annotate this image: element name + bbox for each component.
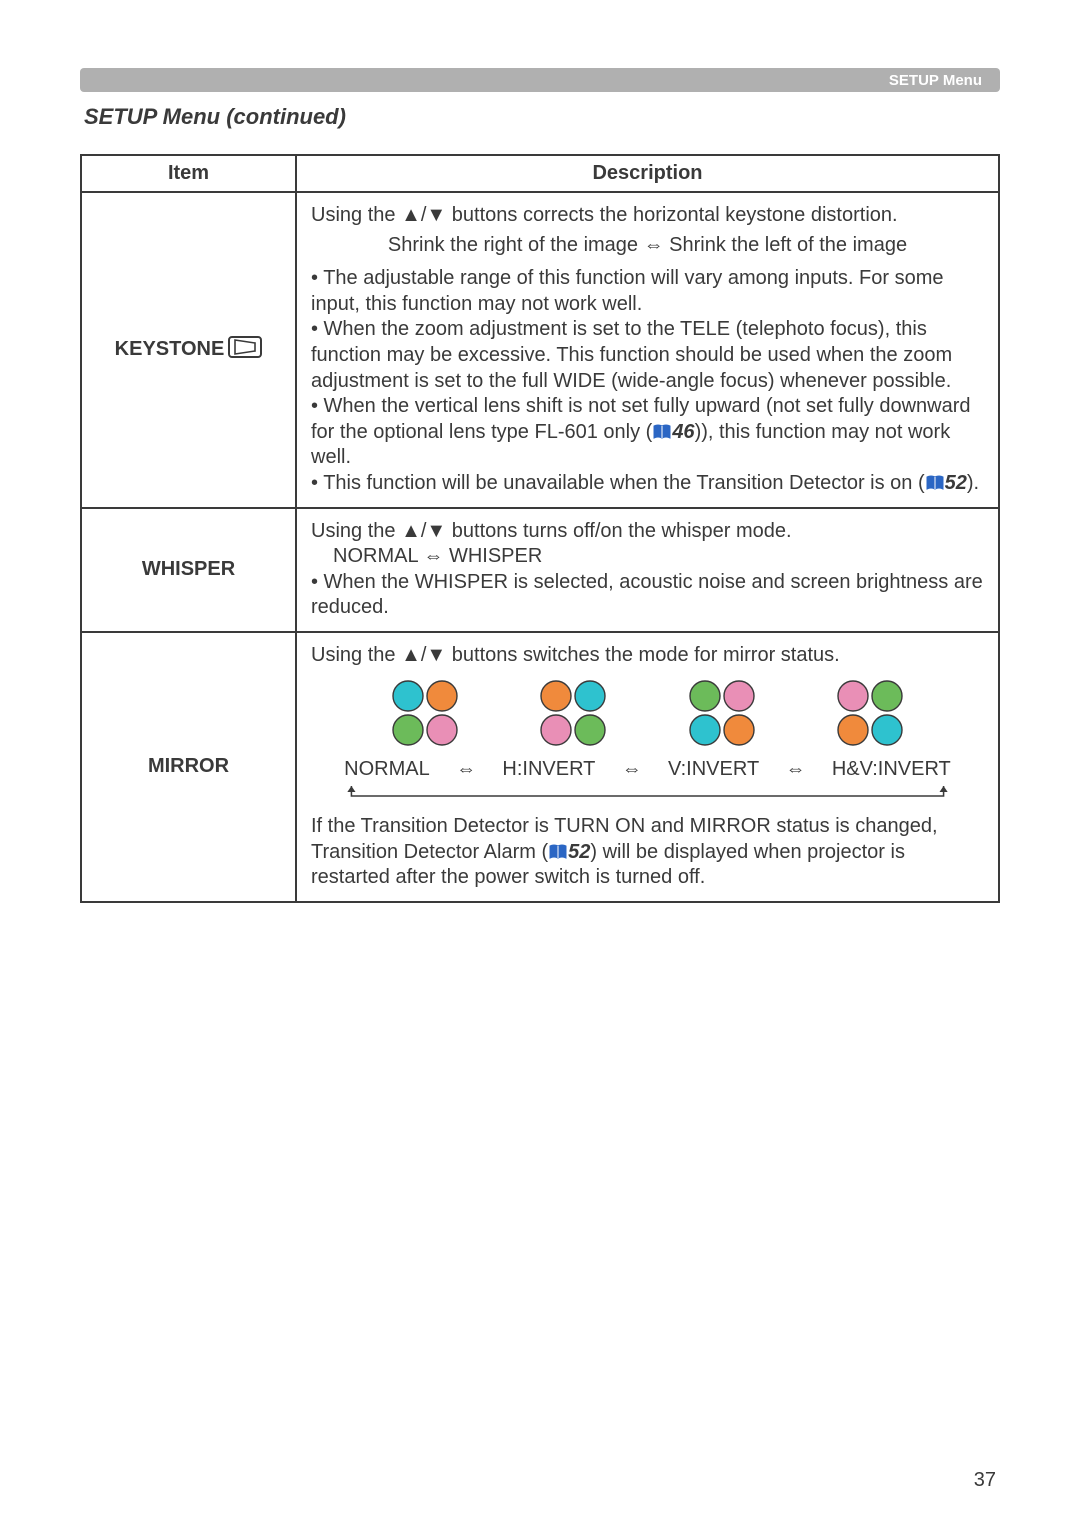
mr-line1-arrows: ▲/▼ bbox=[401, 644, 446, 666]
item-keystone: KEYSTONE bbox=[81, 192, 296, 508]
cluster-normal bbox=[385, 675, 465, 751]
ks-line2b: Shrink the left of the image bbox=[664, 234, 907, 256]
item-mirror: MIRROR bbox=[81, 632, 296, 902]
page-number: 37 bbox=[974, 1469, 996, 1492]
desc-keystone: Using the ▲/▼ buttons corrects the horiz… bbox=[296, 192, 999, 508]
mr-line1a: Using the bbox=[311, 644, 401, 666]
col-header-item: Item bbox=[81, 155, 296, 192]
wh-line1-arrows: ▲/▼ bbox=[401, 520, 446, 542]
opt-hinvert: H:INVERT bbox=[502, 757, 595, 783]
ks-ref-52: 52 bbox=[945, 472, 967, 494]
ks-line1a: Using the bbox=[311, 204, 401, 226]
header-bar: SETUP Menu bbox=[80, 68, 1000, 92]
item-whisper: WHISPER bbox=[81, 508, 296, 632]
item-keystone-label: KEYSTONE bbox=[115, 338, 225, 361]
wh-line2: NORMAL ⇔ WHISPER bbox=[311, 544, 984, 570]
book-icon bbox=[548, 844, 568, 860]
col-header-desc: Description bbox=[296, 155, 999, 192]
book-icon bbox=[925, 475, 945, 491]
ks-bullet-2: • When the zoom adjustment is set to the… bbox=[311, 317, 984, 394]
mirror-bracket bbox=[331, 784, 964, 806]
wh-bullet: • When the WHISPER is selected, acoustic… bbox=[311, 570, 984, 621]
mirror-options-line: NORMAL ⇔ H:INVERT ⇔ V:INVERT ⇔ H&V:INVER… bbox=[331, 757, 964, 783]
opt-sep-1: ⇔ bbox=[456, 757, 476, 783]
header-label: SETUP Menu bbox=[889, 72, 982, 89]
ks-bullet-1: • The adjustable range of this function … bbox=[311, 266, 984, 317]
book-icon bbox=[652, 424, 672, 440]
opt-vinvert: V:INVERT bbox=[668, 757, 759, 783]
desc-mirror: Using the ▲/▼ buttons switches the mode … bbox=[296, 632, 999, 902]
opt-sep-2: ⇔ bbox=[622, 757, 642, 783]
section-title: SETUP Menu (continued) bbox=[84, 104, 1000, 130]
ks-bullet-4a: • This function will be unavailable when… bbox=[311, 472, 925, 494]
ks-bullet-4b: ). bbox=[967, 472, 979, 494]
ks-line2-arrow: ⇔ bbox=[644, 234, 664, 256]
cluster-hinvert bbox=[533, 675, 613, 751]
keystone-icon bbox=[228, 336, 262, 364]
mr-ref-52: 52 bbox=[568, 841, 590, 863]
wh-line1a: Using the bbox=[311, 520, 401, 542]
ks-ref-46: 46 bbox=[672, 421, 694, 443]
ks-line1b: buttons corrects the horizontal keystone… bbox=[446, 204, 897, 226]
ks-line1-arrows: ▲/▼ bbox=[401, 204, 446, 226]
menu-table: Item Description KEYSTONE Using bbox=[80, 154, 1000, 903]
wh-line1b: buttons turns off/on the whisper mode. bbox=[446, 520, 791, 542]
cluster-vinvert bbox=[682, 675, 762, 751]
opt-hvinvert: H&V:INVERT bbox=[832, 757, 951, 783]
ks-line2a: Shrink the right of the image bbox=[388, 234, 644, 256]
opt-normal: NORMAL bbox=[344, 757, 430, 783]
desc-whisper: Using the ▲/▼ buttons turns off/on the w… bbox=[296, 508, 999, 632]
cluster-hvinvert bbox=[830, 675, 910, 751]
opt-sep-3: ⇔ bbox=[786, 757, 806, 783]
mirror-graphic bbox=[351, 675, 944, 751]
mr-line1b: buttons switches the mode for mirror sta… bbox=[446, 644, 840, 666]
